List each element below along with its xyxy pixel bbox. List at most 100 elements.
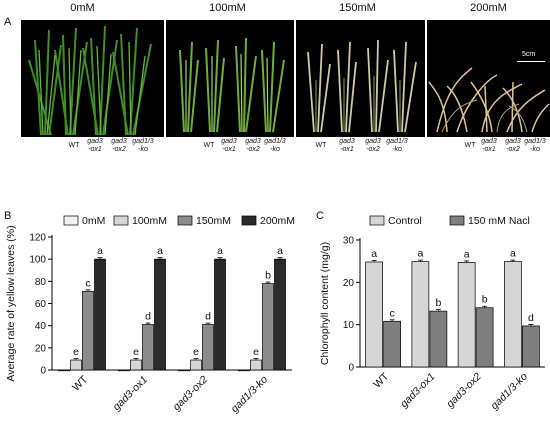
bar	[118, 369, 130, 372]
genotype-label: gad3 -ox2	[365, 138, 381, 153]
legend-swatch	[63, 215, 79, 226]
significance-letter: d	[205, 311, 211, 323]
panel-b-letter: B	[4, 210, 12, 222]
y-tick-label: 40	[35, 321, 47, 332]
significance-letter: a	[417, 248, 423, 260]
lightgreen-seedlings-image	[179, 37, 285, 133]
genotype-label: gad3 -ox1	[481, 138, 497, 153]
concentration-label-1: 100mM	[209, 2, 246, 14]
x-tick-label: gad1/3-ko	[229, 374, 271, 416]
x-tick-label: gad3-ox2	[171, 374, 211, 414]
bar	[202, 324, 214, 371]
x-tick-label: gad3-ox1	[398, 371, 437, 410]
genotype-label: gad3 -ox1	[339, 138, 355, 153]
significance-letter: a	[217, 245, 223, 257]
significance-letter: e	[253, 346, 259, 358]
chlorophyll-bar-chart: Control 150 mM Nacl 0 10 20 30 Chlorophyll con…	[319, 215, 545, 413]
scale-bar	[517, 61, 545, 62]
genotype-label: WT	[203, 142, 215, 149]
genotype-label: gad3 -ox2	[111, 138, 127, 153]
genotype-label: gad1/3 -ko	[132, 138, 154, 153]
bar	[475, 307, 494, 368]
significance-letter: a	[277, 245, 283, 257]
legend-label: Control	[388, 215, 422, 227]
bar	[522, 325, 540, 368]
bar	[82, 290, 94, 371]
legend-swatch	[177, 215, 193, 226]
genotype-label: gad3 -ox2	[505, 138, 521, 153]
legend-swatch	[369, 215, 385, 226]
x-tick-label: gad1/3-ko	[488, 371, 530, 413]
genotype-label: WT	[464, 142, 476, 149]
significance-letter: a	[157, 245, 163, 257]
y-tick-label: 30	[343, 236, 355, 247]
bar	[411, 261, 430, 368]
y-axis-label: Chlorophyll content (mg/g)	[319, 242, 331, 365]
plant-photo-0mM	[21, 20, 164, 137]
plant-photo-100mM	[166, 20, 294, 137]
bar	[457, 262, 476, 368]
significance-letter: a	[510, 248, 516, 260]
bar	[70, 359, 82, 371]
significance-letter: e	[73, 346, 79, 358]
significance-letter: b	[265, 270, 271, 282]
legend-swatch	[113, 215, 129, 226]
withered-seedlings-image	[428, 67, 550, 133]
scale-bar-label: 5cm	[522, 51, 536, 58]
bar	[365, 261, 383, 368]
significance-letter: e	[133, 346, 139, 358]
genotype-label: WT	[315, 142, 327, 149]
y-tick-label: 100	[29, 255, 46, 266]
x-tick-label: WT	[371, 370, 391, 390]
y-tick-label: 10	[343, 320, 355, 331]
significance-letter: a	[464, 248, 470, 260]
bar	[429, 310, 448, 368]
bar	[94, 258, 106, 371]
significance-letter: e	[193, 346, 199, 358]
significance-letter: c	[85, 277, 90, 289]
plant-photo-200mM: 5cm	[427, 20, 550, 137]
significance-letter: b	[435, 297, 441, 309]
significance-letter: c	[390, 307, 395, 319]
bar	[214, 258, 226, 371]
concentration-label-3: 200mM	[470, 2, 507, 14]
bar	[238, 369, 250, 372]
bar	[262, 283, 274, 371]
legend-label: 150mM	[196, 215, 231, 227]
legend-label: 150 mM Nacl	[468, 215, 530, 227]
legend-swatch	[241, 215, 257, 226]
panel-a-letter: A	[4, 16, 12, 28]
legend-label: 100mM	[132, 215, 167, 227]
bar	[178, 369, 190, 372]
bar	[274, 258, 286, 371]
bar	[504, 261, 522, 368]
y-tick-label: 20	[35, 343, 47, 354]
y-tick-label: 120	[29, 233, 46, 244]
genotype-label: gad3 -ox2	[245, 138, 261, 153]
green-seedlings-image	[28, 25, 152, 136]
bar	[250, 359, 262, 371]
genotype-label: WT	[68, 142, 80, 149]
y-tick-label: 80	[35, 277, 47, 288]
genotype-label: gad1/3 -ko	[386, 138, 408, 153]
y-tick-label: 0	[40, 366, 46, 377]
y-axis-label: Average rate of yellow leaves (%)	[5, 225, 17, 381]
bar	[383, 320, 401, 368]
concentration-label-0: 0mM	[70, 2, 95, 14]
genotype-label: gad3 -ox1	[87, 138, 103, 153]
panel-c-letter: C	[316, 210, 324, 222]
legend-label: 200mM	[260, 215, 295, 227]
legend-swatch	[449, 215, 465, 226]
significance-letter: b	[482, 294, 488, 306]
significance-letter: d	[145, 311, 151, 323]
genotype-label: gad1/3 -ko	[264, 138, 286, 153]
genotype-label: gad1/3 -ko	[524, 138, 546, 153]
significance-letter: a	[97, 245, 103, 257]
x-tick-label: WT	[70, 373, 90, 393]
bar	[58, 369, 70, 372]
y-tick-label: 20	[343, 278, 355, 289]
bar	[142, 324, 154, 371]
concentration-label-2: 150mM	[339, 2, 376, 14]
bar	[130, 359, 142, 371]
pale-seedlings-image	[307, 39, 417, 133]
